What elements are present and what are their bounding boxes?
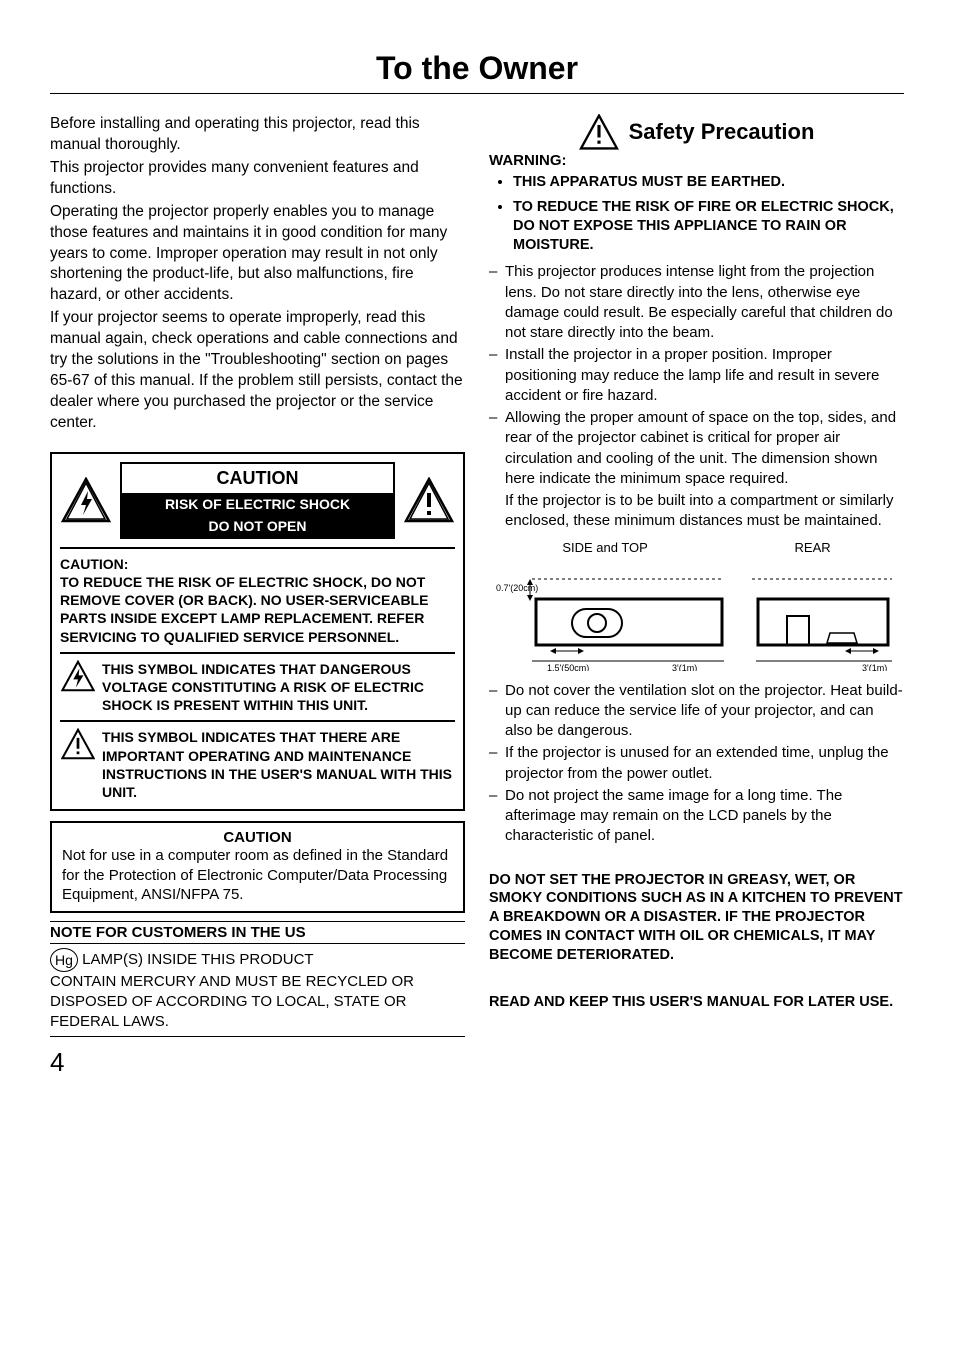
clearance-diagrams: 0.7'(20cm) 1.5'(50cm) 3'(1m) bbox=[489, 561, 904, 671]
label-rear: REAR bbox=[795, 540, 831, 555]
hg-icon: Hg bbox=[50, 948, 78, 972]
us-note-line2: CONTAIN MERCURY AND MUST BE RECYCLED OR … bbox=[50, 973, 414, 1031]
safety-header: Safety Precaution bbox=[489, 114, 904, 150]
side-top-diagram: 0.7'(20cm) 1.5'(50cm) 3'(1m) bbox=[492, 561, 732, 671]
label-side-top: SIDE and TOP bbox=[562, 540, 648, 555]
dash-item-space: –Allowing the proper amount of space on … bbox=[489, 408, 904, 489]
safety-dash-list-2: –Do not cover the ventilation slot on th… bbox=[489, 681, 904, 847]
svg-text:3'(1m): 3'(1m) bbox=[672, 663, 697, 671]
warning-label: WARNING: bbox=[489, 152, 904, 169]
caution-text-manual: THIS SYMBOL INDICATES THAT THERE ARE IMP… bbox=[102, 728, 455, 801]
intro-p3: Operating the projector properly enables… bbox=[50, 202, 465, 307]
diagram-labels: SIDE and TOP REAR bbox=[489, 540, 904, 555]
caution-text-main: CAUTION: TO REDUCE THE RISK OF ELECTRIC … bbox=[60, 555, 455, 646]
clearance-note: If the projector is to be built into a c… bbox=[489, 491, 904, 532]
shock-triangle-icon bbox=[60, 660, 96, 715]
dash-item-position: –Install the projector in a proper posit… bbox=[489, 345, 904, 406]
caution-text-voltage: THIS SYMBOL INDICATES THAT DANGEROUS VOL… bbox=[102, 660, 455, 715]
warning-triangle-icon bbox=[403, 462, 455, 539]
warning-triangle-icon bbox=[60, 728, 96, 801]
safety-dash-list: –This projector produces intense light f… bbox=[489, 262, 904, 489]
intro-p1: Before installing and operating this pro… bbox=[50, 114, 465, 156]
shock-triangle-icon bbox=[60, 462, 112, 539]
warning-bullets: THIS APPARATUS MUST BE EARTHED. TO REDUC… bbox=[489, 173, 904, 254]
kitchen-warning: DO NOT SET THE PROJECTOR IN GREASY, WET,… bbox=[489, 871, 904, 965]
caution-header-labels: CAUTION RISK OF ELECTRIC SHOCK DO NOT OP… bbox=[120, 462, 395, 539]
dash-item-ventilation: –Do not cover the ventilation slot on th… bbox=[489, 681, 904, 742]
bullet-moisture: TO REDUCE THE RISK OF FIRE OR ELECTRIC S… bbox=[513, 198, 904, 255]
dash-item-afterimage: –Do not project the same image for a lon… bbox=[489, 786, 904, 847]
right-column: Safety Precaution WARNING: THIS APPARATU… bbox=[489, 114, 904, 1037]
caution-block-main: CAUTION: TO REDUCE THE RISK OF ELECTRIC … bbox=[60, 547, 455, 646]
us-note-title: NOTE FOR CUSTOMERS IN THE US bbox=[50, 921, 465, 944]
intro-p4: If your projector seems to operate impro… bbox=[50, 308, 465, 434]
dash-item-unplug: –If the projector is unused for an exten… bbox=[489, 743, 904, 784]
us-note-line1: LAMP(S) INSIDE THIS PRODUCT bbox=[82, 951, 313, 968]
intro-p2: This projector provides many convenient … bbox=[50, 158, 465, 200]
caution-header: CAUTION RISK OF ELECTRIC SHOCK DO NOT OP… bbox=[60, 462, 455, 539]
left-column: Before installing and operating this pro… bbox=[50, 114, 465, 1037]
dash-item-light: –This projector produces intense light f… bbox=[489, 262, 904, 343]
two-column-layout: Before installing and operating this pro… bbox=[50, 114, 904, 1037]
computer-room-caution: CAUTION Not for use in a computer room a… bbox=[50, 821, 465, 913]
safety-title: Safety Precaution bbox=[629, 119, 815, 145]
rear-diagram: 3'(1m) bbox=[752, 561, 902, 671]
computer-room-caution-body: Not for use in a computer room as define… bbox=[62, 846, 453, 905]
svg-text:3'(1m): 3'(1m) bbox=[862, 663, 887, 671]
page-title: To the Owner bbox=[50, 50, 904, 94]
bullet-earthed: THIS APPARATUS MUST BE EARTHED. bbox=[513, 173, 904, 192]
warning-triangle-icon bbox=[579, 114, 619, 150]
us-note-body: Hg LAMP(S) INSIDE THIS PRODUCT CONTAIN M… bbox=[50, 944, 465, 1038]
page-number: 4 bbox=[50, 1047, 904, 1078]
caution-risk: RISK OF ELECTRIC SHOCK bbox=[122, 493, 393, 515]
caution-block-manual: THIS SYMBOL INDICATES THAT THERE ARE IMP… bbox=[60, 720, 455, 801]
computer-room-caution-title: CAUTION bbox=[62, 829, 453, 846]
caution-box: CAUTION RISK OF ELECTRIC SHOCK DO NOT OP… bbox=[50, 452, 465, 811]
caution-block-voltage: THIS SYMBOL INDICATES THAT DANGEROUS VOL… bbox=[60, 652, 455, 715]
intro-text: Before installing and operating this pro… bbox=[50, 114, 465, 434]
us-customers-note: NOTE FOR CUSTOMERS IN THE US Hg LAMP(S) … bbox=[50, 921, 465, 1038]
caution-donotopen: DO NOT OPEN bbox=[122, 515, 393, 537]
keep-manual: READ AND KEEP THIS USER'S MANUAL FOR LAT… bbox=[489, 993, 904, 1012]
svg-text:1.5'(50cm): 1.5'(50cm) bbox=[547, 663, 589, 671]
caution-title: CAUTION bbox=[122, 464, 393, 493]
